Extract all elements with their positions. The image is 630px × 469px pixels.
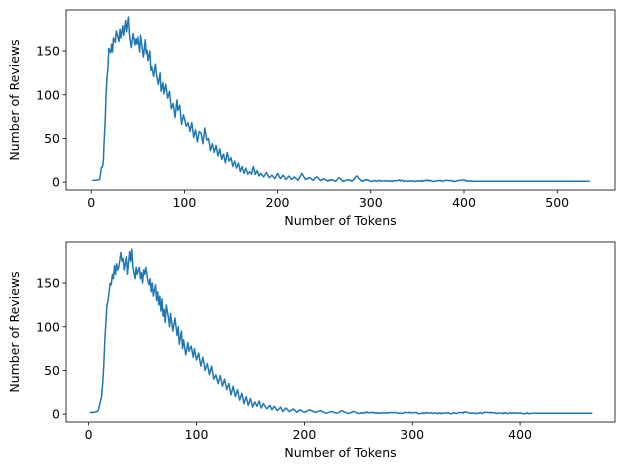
x-tick-label: 400 <box>508 427 532 442</box>
axes-frame <box>65 241 616 423</box>
x-tick-label: 200 <box>266 195 290 210</box>
x-tick-label: 100 <box>185 427 209 442</box>
series-line <box>92 16 590 183</box>
series-line <box>89 248 593 415</box>
y-tick-label: 150 <box>36 44 60 59</box>
y-tick-label: 0 <box>52 407 60 422</box>
x-axis-label: Number of Tokens <box>284 445 396 460</box>
subplot-bottom: 0 100 200 300 400 0 50 100 150 Number of Tokens… <box>7 241 616 460</box>
y-tick-label: 150 <box>36 276 60 291</box>
y-axis-label: Number of Reviews <box>7 271 22 392</box>
y-tick-label: 0 <box>52 175 60 190</box>
x-axis-label: Number of Tokens <box>284 213 396 228</box>
y-tick-label: 100 <box>36 319 60 334</box>
x-tick-label: 500 <box>545 195 569 210</box>
y-axis-label: Number of Reviews <box>7 39 22 160</box>
x-tick-label: 400 <box>452 195 476 210</box>
axes-frame <box>65 9 616 191</box>
y-tick-label: 100 <box>36 87 60 102</box>
y-ticks: 0 50 100 150 <box>36 276 66 422</box>
y-tick-label: 50 <box>44 131 60 146</box>
y-ticks: 0 50 100 150 <box>36 44 66 190</box>
x-tick-label: 200 <box>292 427 316 442</box>
subplot-top: 0 100 200 300 400 500 0 50 100 150 Number of Tok… <box>7 9 616 228</box>
x-ticks: 0 100 200 300 400 500 <box>87 190 569 210</box>
x-tick-label: 100 <box>172 195 196 210</box>
y-tick-label: 50 <box>44 363 60 378</box>
x-tick-label: 300 <box>400 427 424 442</box>
x-tick-label: 0 <box>87 195 95 210</box>
x-tick-label: 0 <box>85 427 93 442</box>
x-tick-label: 300 <box>359 195 383 210</box>
x-ticks: 0 100 200 300 400 <box>85 422 532 442</box>
